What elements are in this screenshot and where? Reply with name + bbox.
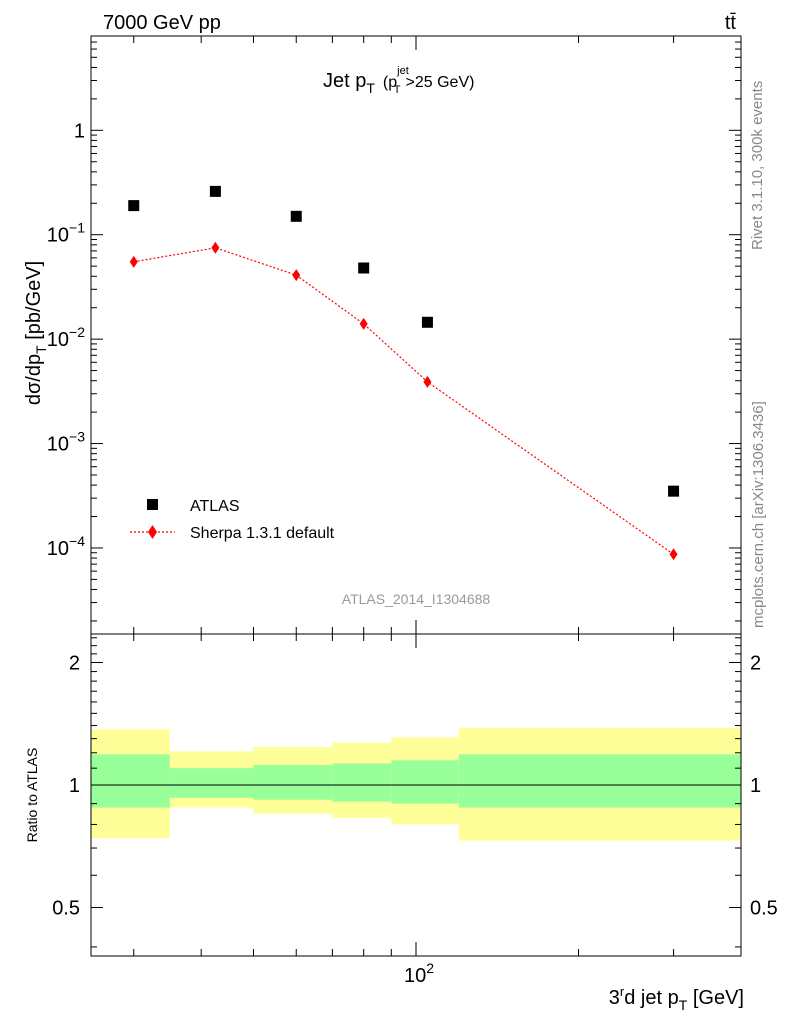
ratio-ylabel: Ratio to ATLAS — [24, 748, 40, 843]
legend-atlas-label: ATLAS — [190, 498, 240, 515]
main-ylabel: dσ/dpT [pb/GeV] — [23, 261, 49, 405]
main-y-tick-label: 10−2 — [47, 324, 85, 351]
ratio-y-tick-label-left: 1 — [69, 775, 80, 797]
ratio-panel: 0.5 0.5 1 1 2 2 102 — [52, 633, 778, 987]
ratio-y-tick-label-right: 1 — [750, 775, 761, 797]
ratio-band-green — [169, 768, 254, 798]
ratio-band-green — [332, 763, 392, 802]
sherpa-point — [211, 241, 220, 254]
legend-sherpa-label: Sherpa 1.3.1 default — [190, 525, 335, 542]
main-panel: 10−4 10−3 10−2 10−1 1 — [47, 35, 742, 635]
mcplots-label: mcplots.cern.ch [arXiv:1306.3436] — [750, 401, 767, 628]
atlas-point — [668, 485, 680, 497]
atlas-point — [128, 200, 140, 212]
ratio-band-green — [253, 764, 333, 800]
ratio-band-green — [391, 760, 459, 804]
main-y-tick-label: 10−4 — [47, 533, 85, 560]
ratio-band-green — [458, 754, 741, 808]
atlas-point — [290, 210, 302, 222]
atlas-point — [209, 185, 221, 197]
main-y-tick-label: 1 — [74, 120, 85, 142]
xlabel: 3rd jet pT [GeV] — [609, 984, 744, 1013]
main-y-tick-label: 10−1 — [47, 220, 85, 247]
x-tick-label: 102 — [404, 960, 434, 987]
rivet-version-label: Rivet 3.1.10, 300k events — [749, 81, 766, 250]
ratio-y-tick-label-right: 2 — [750, 653, 761, 675]
ratio-band-green — [91, 754, 170, 808]
legend: ATLAS Sherpa 1.3.1 default — [130, 498, 335, 542]
sherpa-point — [669, 548, 678, 561]
legend-sherpa-marker — [148, 525, 157, 539]
legend-atlas-marker — [147, 499, 158, 510]
main-frame — [90, 35, 742, 635]
ratio-y-tick-label-left: 2 — [69, 653, 80, 675]
header-process-label: tt̄ — [725, 12, 737, 34]
ratio-y-tick-label-left: 0.5 — [52, 897, 80, 919]
atlas-point — [358, 262, 370, 274]
sherpa-point — [292, 269, 301, 282]
analysis-label: ATLAS_2014_I1304688 — [342, 591, 491, 607]
atlas-point — [421, 316, 433, 328]
sherpa-point — [359, 317, 368, 330]
header-energy-label: 7000 GeV pp — [103, 12, 221, 34]
sherpa-line — [133, 247, 674, 555]
sherpa-point — [129, 255, 138, 268]
main-y-tick-label: 10−3 — [47, 429, 85, 456]
ratio-y-tick-label-right: 0.5 — [750, 897, 778, 919]
main-title: Jet pT (pjet T >25 GeV) — [323, 65, 474, 96]
sherpa-point — [423, 375, 432, 388]
